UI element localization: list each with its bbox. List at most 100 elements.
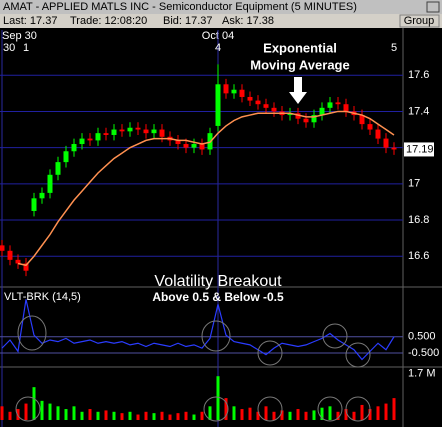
last-price-box (404, 142, 434, 157)
volume-bar (368, 409, 372, 420)
volume-bar (248, 407, 252, 420)
annotation: Moving Average (250, 57, 349, 72)
indicator-line (1, 299, 395, 361)
candle-body (239, 89, 245, 97)
title-bar (0, 0, 442, 14)
y-tick-label: 16.8 (408, 214, 429, 226)
candle-body (175, 140, 181, 145)
moving-average (17, 110, 395, 267)
annotation: Volatility Breakout (154, 273, 282, 290)
circle (17, 315, 47, 351)
group-button[interactable] (399, 14, 440, 28)
circle (257, 396, 283, 422)
volume-bar (344, 409, 348, 420)
quote-bid: Bid: 17.37 (163, 15, 213, 27)
circle (322, 323, 348, 349)
circle (317, 396, 343, 422)
candle-body (223, 84, 229, 94)
volume-bar (376, 406, 380, 420)
volume-bar (224, 398, 228, 420)
volume-bar (384, 403, 388, 420)
volume-bar (16, 409, 20, 420)
last-price-label: 17.19 (406, 143, 434, 155)
volume-bar (208, 406, 212, 420)
volume-bar (88, 409, 92, 420)
candle-body (103, 133, 109, 135)
volume-bar (352, 411, 356, 420)
candle-body (263, 104, 269, 108)
candle-body (375, 129, 381, 139)
candle-body (79, 138, 85, 145)
volume-bar (152, 413, 156, 420)
y-tick-label: 1.7 M (408, 367, 436, 379)
window-icon[interactable] (426, 1, 440, 13)
volume-bar (176, 413, 180, 420)
candle-body (151, 129, 157, 134)
volume-bar (216, 376, 220, 420)
volume-bar (264, 406, 268, 420)
volume-bar (336, 411, 340, 420)
candle-body (287, 113, 293, 116)
candle-body (255, 100, 261, 105)
volume-bar (240, 409, 244, 420)
candle-body (119, 129, 125, 132)
y-tick-label: 17 (408, 178, 420, 190)
window-title: AMAT - APPLIED MATLS INC - Semiconductor… (3, 1, 357, 13)
volume-bar (144, 411, 148, 420)
candle-body (343, 104, 349, 112)
x-tick-label: 4 (215, 42, 221, 54)
candle-body (191, 144, 197, 148)
volume-bar (312, 410, 316, 420)
volume-bar (64, 409, 68, 420)
candle-body (327, 102, 333, 108)
candle-body (63, 151, 69, 163)
candle-body (111, 129, 117, 135)
y-tick-label: -0.500 (408, 347, 439, 359)
candle-body (199, 144, 205, 150)
quote-last: Last: 17.37 (3, 15, 57, 27)
volume-bar (296, 409, 300, 420)
highlight-circles (15, 315, 371, 422)
y-tick-label: 0.500 (408, 331, 436, 343)
candle-body (367, 124, 373, 130)
volume-bar (168, 414, 172, 420)
volume-bar (120, 413, 124, 420)
circle (15, 396, 41, 422)
volume-bar (184, 411, 188, 420)
candle-body (95, 133, 101, 141)
volume-bar (392, 398, 396, 420)
candle-body (303, 118, 309, 123)
date-label: Sep 30 (2, 30, 37, 42)
volume-bar (24, 403, 28, 420)
volume-bar (280, 410, 284, 420)
quote-ask: Ask: 17.38 (222, 15, 274, 27)
candle-body (15, 259, 21, 264)
x-tick-label: 30 (3, 42, 15, 54)
candle-body (0, 245, 5, 251)
volume-bar (192, 414, 196, 420)
volume-bar (288, 411, 292, 420)
group-button-label[interactable]: Group (404, 15, 435, 27)
candle-body (55, 162, 61, 175)
circle (345, 342, 371, 368)
annotation: Exponential (263, 40, 337, 55)
volume-bar (272, 411, 276, 420)
candle-body (31, 198, 37, 211)
annotation-arrow (289, 77, 307, 104)
volume-bar (200, 411, 204, 420)
quote-trade: Trade: 12:08:20 (70, 15, 147, 27)
candle-body (71, 144, 77, 152)
volume-bar (320, 407, 324, 420)
volume-bar (32, 387, 36, 420)
volume-bar (96, 411, 100, 420)
volume-bar (56, 406, 60, 420)
candle-body (391, 147, 397, 150)
volume-bar (360, 404, 364, 420)
panel-title: VLT-BRK (14,5) (4, 291, 81, 303)
candle-body (359, 115, 365, 125)
candle-body (183, 144, 189, 148)
volume-bar (112, 411, 116, 420)
candle-body (311, 115, 317, 123)
candle-body (383, 138, 389, 148)
